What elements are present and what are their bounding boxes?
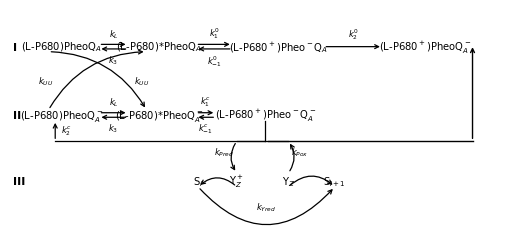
Text: $k_3$: $k_3$ [109, 122, 119, 135]
Text: (L-P680)PheoQ$_A$: (L-P680)PheoQ$_A$ [21, 41, 102, 54]
Text: (L-P680$^+$)Pheo$^-$Q$_A$: (L-P680$^+$)Pheo$^-$Q$_A$ [229, 40, 328, 55]
Text: (L-P680$^+$)Pheo$^-$Q$_A^-$: (L-P680$^+$)Pheo$^-$Q$_A^-$ [215, 107, 316, 124]
Text: $k_{-1}^c$: $k_{-1}^c$ [199, 122, 213, 136]
Text: $k_2^0$: $k_2^0$ [348, 27, 358, 42]
Text: $k_1^0$: $k_1^0$ [209, 26, 219, 41]
Text: $k_L$: $k_L$ [109, 28, 119, 41]
Text: S$_{i+1}$: S$_{i+1}$ [323, 174, 346, 188]
Text: II: II [14, 110, 22, 121]
Text: $k_{UU}$: $k_{UU}$ [134, 75, 149, 88]
Text: (L-P680)*PheoQ$_A$: (L-P680)*PheoQ$_A$ [116, 41, 202, 54]
Text: Y$_Z^+$: Y$_Z^+$ [229, 173, 244, 189]
Text: I: I [14, 43, 18, 52]
Text: $k_{-1}^0$: $k_{-1}^0$ [206, 54, 222, 69]
Text: S$_i$: S$_i$ [193, 174, 203, 188]
Text: $k_{Pred}$: $k_{Pred}$ [214, 146, 234, 158]
Text: (L-P680)PheoQ$_A^-$: (L-P680)PheoQ$_A^-$ [20, 108, 103, 123]
Text: (L-P680$^+$)PheoQ$_A^-$: (L-P680$^+$)PheoQ$_A^-$ [379, 40, 471, 55]
Text: $k_2^c$: $k_2^c$ [61, 124, 72, 138]
Text: Y$_Z$: Y$_Z$ [282, 174, 295, 188]
Text: $k_{UU}$: $k_{UU}$ [38, 75, 54, 88]
Text: $k_{Pox}$: $k_{Pox}$ [291, 146, 308, 158]
Text: $k_L$: $k_L$ [109, 96, 119, 109]
Text: (L-P680)*PheoQ$_A^-$: (L-P680)*PheoQ$_A^-$ [115, 108, 203, 123]
Text: $k_1^c$: $k_1^c$ [201, 95, 211, 109]
Text: III: III [14, 176, 26, 186]
Text: $k_3$: $k_3$ [109, 54, 119, 67]
Text: $k_{Yred}$: $k_{Yred}$ [256, 201, 277, 213]
